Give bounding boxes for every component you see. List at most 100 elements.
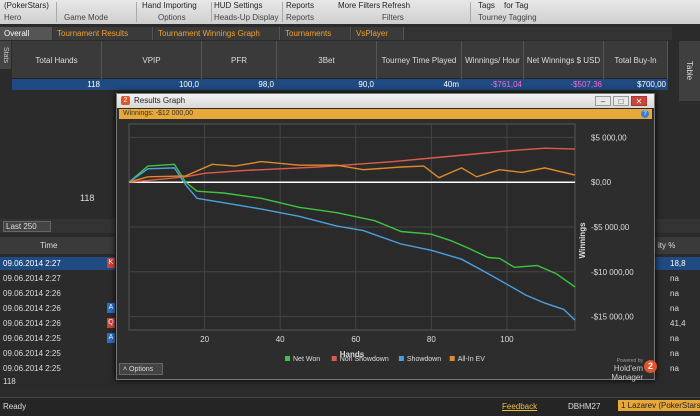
hands-filter-select[interactable]: Last 250 (3, 221, 51, 232)
help-icon[interactable]: ? (641, 110, 649, 118)
summary-total-below: 118 (80, 193, 95, 203)
tab-tournaments[interactable]: Tournaments (281, 27, 351, 40)
refresh-button[interactable]: Refresh (382, 1, 411, 10)
database-name[interactable]: DBHM27 (568, 402, 601, 411)
cell-net-winnings: -$507,36 (570, 80, 602, 89)
active-player[interactable]: 1 Lazarev (PokerStars) (618, 400, 700, 411)
site-selector[interactable]: (PokerStars) (4, 1, 49, 10)
cell-vpip: 100,0 (178, 80, 199, 89)
cell-3bet: 90,0 (358, 80, 374, 89)
col-3bet[interactable]: 3Bet (277, 41, 377, 79)
y-tick-label: -$5 000,00 (591, 223, 630, 232)
row-value: na (670, 364, 679, 373)
options-button[interactable]: ˄ Options (119, 363, 163, 375)
row-value: na (670, 304, 679, 313)
card-tag-icon: K (107, 258, 115, 268)
series-line-net-won (128, 163, 576, 288)
legend-swatch (285, 356, 290, 361)
row-value: na (670, 274, 679, 283)
col-pfr[interactable]: PFR (202, 41, 277, 79)
table-row[interactable]: 09.06.2014 2:25 (3, 334, 61, 343)
col-net-winnings[interactable]: Net Winnings $ USD (524, 41, 604, 79)
cell-winnings-hour: -$761,04 (490, 80, 522, 89)
hud-group: HUD Settings Heads-Up Display (214, 0, 280, 24)
table-row[interactable]: 09.06.2014 2:26 (3, 304, 61, 313)
stats-side-tab[interactable]: Stats (0, 41, 11, 69)
summary-header: Total Hands VPIP PFR 3Bet Tourney Time P… (12, 41, 668, 79)
minimize-icon[interactable]: – (595, 96, 611, 106)
more-filters-button[interactable]: More Filters (338, 1, 381, 10)
table-row[interactable]: 09.06.2014 2:26 (3, 289, 61, 298)
legend-entry: Non Showdown (340, 356, 389, 362)
legend-entry: Net Won (293, 356, 320, 362)
summary-row[interactable]: 118 100,0 98,0 90,0 40m -$761,04 -$507,3… (12, 79, 668, 90)
cell-pfr: 98,0 (258, 80, 274, 89)
game-mode-caption: Game Mode (64, 13, 109, 22)
x-tick-label: 40 (276, 335, 285, 344)
status-bar: Ready Feedback DBHM27 1 Lazarev (PokerSt… (0, 397, 700, 416)
hand-list-header[interactable]: Time (0, 237, 115, 254)
tourney-tagging-caption: Tourney Tagging (478, 13, 537, 22)
hud-caption: Heads-Up Display (214, 13, 279, 22)
ribbon-divider (282, 2, 283, 22)
col-total-hands[interactable]: Total Hands (12, 41, 102, 79)
tags-button[interactable]: Tags (478, 1, 495, 10)
cell-total-buyin: $700,00 (637, 80, 666, 89)
ribbon-divider (56, 2, 57, 22)
results-graph-window: 2 Results Graph – □ ✕ Winnings: -$12 000… (116, 93, 657, 382)
y-tick-label: $5 000,00 (591, 133, 627, 142)
window-titlebar[interactable]: 2 Results Graph – □ ✕ (117, 94, 654, 108)
table-row[interactable]: 09.06.2014 2:27 (0, 257, 115, 270)
right-column-header[interactable]: ity % (654, 237, 700, 254)
y-tick-label: -$10 000,00 (591, 268, 634, 277)
card-tag-icon: A (107, 303, 115, 313)
hand-importing-button[interactable]: Hand Importing (142, 1, 197, 10)
hud-settings-button[interactable]: HUD Settings (214, 1, 263, 10)
col-total-buyin[interactable]: Total Buy-In (604, 41, 668, 79)
col-winnings-hour[interactable]: Winnings/ Hour (462, 41, 524, 79)
table-row[interactable]: 09.06.2014 2:25 (3, 364, 61, 373)
row-value: na (670, 289, 679, 298)
table-side-tab[interactable]: Table (679, 41, 700, 101)
table-row[interactable]: 09.06.2014 2:27 (3, 274, 61, 283)
series-line-showdown (128, 167, 576, 321)
time-column-header[interactable]: Time (40, 241, 58, 250)
row-value: na (670, 334, 679, 343)
hm-badge-icon: 2 (644, 360, 657, 373)
legend-swatch (398, 356, 404, 361)
row-value: 18,8 (654, 257, 700, 270)
cell-tourney-time: 40m (443, 80, 459, 89)
tags-group: Tags for Tag Tourney Tagging (478, 0, 542, 24)
tab-overall[interactable]: Overall (0, 27, 52, 40)
tab-tournament-winnings-graph[interactable]: Tournament Winnings Graph (154, 27, 280, 40)
hm-logo: Powered by Hold'em Manager (587, 358, 643, 382)
for-tag-dropdown[interactable]: for Tag (504, 1, 529, 10)
reports-button[interactable]: Reports (286, 1, 315, 10)
ribbon-toolbar: (PokerStars) Hero Game Mode Hand Importi… (0, 0, 700, 24)
legend-swatch (449, 356, 455, 361)
x-tick-label: 100 (500, 335, 514, 344)
maximize-icon[interactable]: □ (613, 96, 629, 106)
feedback-link[interactable]: Feedback (502, 402, 538, 411)
y-axis-label: Winnings (578, 222, 587, 258)
tab-tournament-results[interactable]: Tournament Results (53, 27, 153, 40)
x-tick-label: 60 (351, 335, 360, 344)
row-value: 41,4 (670, 319, 686, 328)
status-ready: Ready (3, 402, 27, 411)
row-value: na (670, 349, 679, 358)
reports-group: Reports Reports (286, 0, 322, 24)
close-icon[interactable]: ✕ (631, 96, 647, 106)
col-vpip[interactable]: VPIP (102, 41, 202, 79)
hero-group[interactable]: (PokerStars) Hero (4, 0, 54, 24)
table-row[interactable]: 09.06.2014 2:26 (3, 319, 61, 328)
tab-vsplayer[interactable]: VsPlayer (352, 27, 404, 40)
cell-total-hands: 118 (87, 80, 100, 89)
table-row[interactable]: 09.06.2014 2:25 (3, 349, 61, 358)
brand-text: Hold'em Manager (611, 364, 643, 382)
game-mode-group[interactable]: Game Mode (64, 0, 134, 24)
col-tourney-time[interactable]: Tourney Time Played (377, 41, 462, 79)
refresh-group: Refresh Filters (382, 0, 418, 24)
report-tabs: Overall Tournament Results Tournament Wi… (0, 27, 672, 40)
x-axis-label: Hands (340, 350, 365, 359)
results-chart: 20 40 60 80 100 $5 000,00 $0,00 -$5 000,00 -$10 … (128, 123, 634, 362)
